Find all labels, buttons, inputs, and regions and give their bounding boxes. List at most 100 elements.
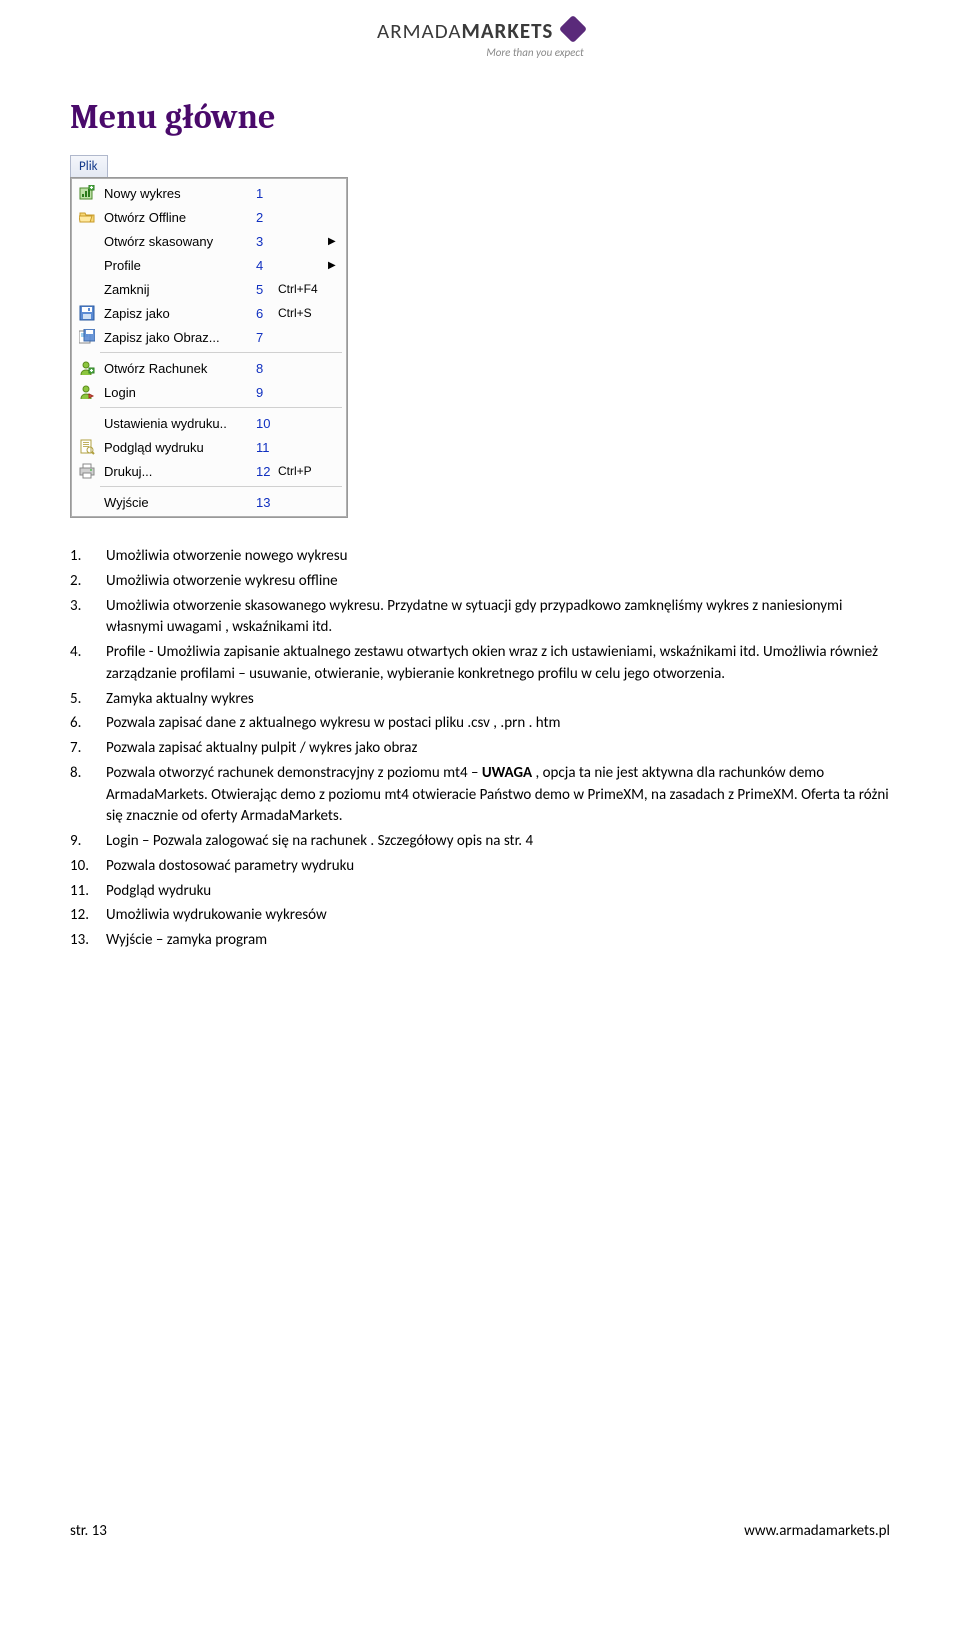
menu-item-number: 6 — [256, 306, 278, 321]
footer-page: str. 13 — [70, 1522, 107, 1540]
menu-item[interactable]: Otwórz Rachunek8 — [72, 356, 346, 380]
diamond-icon — [559, 15, 587, 43]
menu-item-number: 11 — [256, 440, 278, 455]
menu-separator — [100, 486, 342, 487]
preview-icon — [76, 439, 98, 455]
description-list: 1.Umożliwia otworzenie nowego wykresu 2. U… — [70, 546, 890, 952]
menu-item[interactable]: Otwórz Offline2 — [72, 205, 346, 229]
menu-screenshot: Plik Nowy wykres1Otwórz Offline2Otwórz s… — [70, 155, 890, 518]
menu-item-label: Profile — [98, 258, 256, 273]
menu-item-shortcut: Ctrl+S — [278, 306, 328, 320]
menu-item[interactable]: Drukuj...12Ctrl+P — [72, 459, 346, 483]
menu-item-label: Login — [98, 385, 256, 400]
list-item: 5. Zamyka aktualny wykres — [70, 689, 890, 711]
menu-tab[interactable]: Plik — [70, 155, 108, 177]
logo: ARMADAMARKETS More than you expect — [70, 0, 890, 67]
menu-item-label: Zapisz jako Obraz... — [98, 330, 256, 345]
list-item-text: Pozwala zapisać dane z aktualnego wykres… — [106, 714, 561, 732]
menu-item-number: 9 — [256, 385, 278, 400]
new-chart-icon — [76, 185, 98, 201]
list-item-number: 2. — [70, 571, 98, 593]
list-item-text: Zamyka aktualny wykres — [106, 690, 254, 708]
menu-item-number: 7 — [256, 330, 278, 345]
menu-item[interactable]: Zamknij5Ctrl+F4 — [72, 277, 346, 301]
list-item: 11. Podgląd wydruku — [70, 881, 890, 903]
section-title: Menu główne — [70, 97, 890, 137]
menu-item-number: 2 — [256, 210, 278, 225]
menu-item[interactable]: Login9 — [72, 380, 346, 404]
list-item-text: Pozwala otworzyć rachunek demonstracyjny… — [106, 764, 889, 826]
submenu-arrow-icon: ▶ — [328, 236, 340, 247]
submenu-arrow-icon: ▶ — [328, 260, 340, 271]
save-icon — [76, 305, 98, 321]
menu-item-label: Otwórz Offline — [98, 210, 256, 225]
menu-item-number: 13 — [256, 495, 278, 510]
list-item-number: 7. — [70, 738, 98, 760]
save-img-icon — [76, 329, 98, 345]
menu-item-label: Otwórz Rachunek — [98, 361, 256, 376]
menu-item[interactable]: Zapisz jako6Ctrl+S — [72, 301, 346, 325]
folder-icon — [76, 209, 98, 225]
list-item-text: Profile - Umożliwia zapisanie aktualnego… — [106, 643, 878, 683]
menu-item-label: Zapisz jako — [98, 306, 256, 321]
list-item-number: 10. — [70, 856, 98, 878]
logo-tagline: More than you expect — [180, 46, 890, 59]
list-item: 12.Umożliwia wydrukowanie wykresów — [70, 905, 890, 927]
list-item: 2. Umożliwia otworzenie wykresu offline — [70, 571, 890, 593]
list-item: 9. Login – Pozwala zalogować się na rachu… — [70, 831, 890, 853]
menu-item-number: 12 — [256, 464, 278, 479]
login-icon — [76, 384, 98, 400]
menu-item[interactable]: Podgląd wydruku11 — [72, 435, 346, 459]
list-item-number: 1. — [70, 546, 98, 568]
menu-item-number: 3 — [256, 234, 278, 249]
list-item-number: 4. — [70, 642, 98, 664]
list-item-number: 11. — [70, 881, 98, 903]
print-icon — [76, 463, 98, 479]
menu-item[interactable]: Otwórz skasowany3 ▶ — [72, 229, 346, 253]
menu-item-label: Zamknij — [98, 282, 256, 297]
list-item-number: 13. — [70, 930, 98, 952]
menu-item-number: 5 — [256, 282, 278, 297]
menu-item[interactable]: Profile4 ▶ — [72, 253, 346, 277]
account-icon — [76, 360, 98, 376]
logo-brand-bold: MARKETS — [461, 18, 553, 44]
menu-item-number: 8 — [256, 361, 278, 376]
menu-item[interactable]: Zapisz jako Obraz...7 — [72, 325, 346, 349]
list-item-number: 6. — [70, 713, 98, 735]
list-item-number: 9. — [70, 831, 98, 853]
list-item-number: 5. — [70, 689, 98, 711]
list-item-text: Umożliwia otworzenie skasowanego wykresu… — [106, 597, 842, 637]
list-item: 6. Pozwala zapisać dane z aktualnego wykr… — [70, 713, 890, 735]
list-item-text: Umożliwia otworzenie wykresu offline — [106, 572, 338, 590]
menu-item-number: 4 — [256, 258, 278, 273]
list-item: 8.Pozwala otworzyć rachunek demonstracyj… — [70, 763, 890, 828]
list-item: 4. Profile - Umożliwia zapisanie aktualne… — [70, 642, 890, 686]
menu-item-label: Podgląd wydruku — [98, 440, 256, 455]
menu-item-number: 1 — [256, 186, 278, 201]
footer: str. 13 www.armadamarkets.pl — [70, 1522, 890, 1540]
logo-brand-light: ARMADA — [377, 18, 461, 44]
list-item: 13.Wyjście – zamyka program — [70, 930, 890, 952]
menu-item[interactable]: Nowy wykres1 — [72, 181, 346, 205]
menu-item[interactable]: Ustawienia wydruku..10 — [72, 411, 346, 435]
menu-item-label: Drukuj... — [98, 464, 256, 479]
menu-item-shortcut: Ctrl+F4 — [278, 282, 328, 296]
list-item-text: Podgląd wydruku — [106, 882, 211, 900]
menu-item-label: Nowy wykres — [98, 186, 256, 201]
menu-separator — [100, 407, 342, 408]
list-item-text: Login – Pozwala zalogować się na rachune… — [106, 832, 533, 850]
menu-item-label: Wyjście — [98, 495, 256, 510]
list-item-number: 12. — [70, 905, 98, 927]
list-item-number: 3. — [70, 596, 98, 618]
menu-item[interactable]: Wyjście13 — [72, 490, 346, 514]
menu-item-number: 10 — [256, 416, 278, 431]
menu-separator — [100, 352, 342, 353]
menu-item-shortcut: Ctrl+P — [278, 464, 328, 478]
list-item: 10.Pozwala dostosować parametry wydruku — [70, 856, 890, 878]
list-item-text: Pozwala zapisać aktualny pulpit / wykres… — [106, 739, 417, 757]
menu-item-label: Ustawienia wydruku.. — [98, 416, 256, 431]
list-item: 3. Umożliwia otworzenie skasowanego wykre… — [70, 596, 890, 640]
menu-item-label: Otwórz skasowany — [98, 234, 256, 249]
footer-url: www.armadamarkets.pl — [744, 1522, 890, 1540]
list-item: 1.Umożliwia otworzenie nowego wykresu — [70, 546, 890, 568]
